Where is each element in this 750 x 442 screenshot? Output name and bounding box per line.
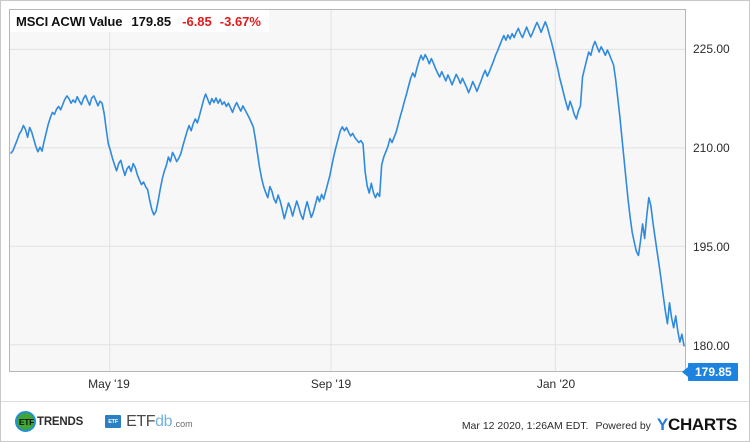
timestamp-label: Mar 12 2020, 1:26AM EDT. [461, 420, 589, 432]
chart-footer: ETF TRENDS ETF ETF db .com Mar 12 2020, … [1, 401, 749, 441]
x-axis-tick-label: Sep '19 [310, 377, 352, 391]
ycharts-y-label: Y [656, 415, 668, 434]
x-axis-tick-label: Jan '20 [536, 377, 576, 391]
powered-by-label: Powered by [595, 420, 651, 432]
chart-plot-area[interactable] [9, 9, 686, 372]
last-price-label: 179.85 [131, 13, 172, 29]
y-axis-tick-label: 210.00 [693, 140, 730, 155]
footer-branding: ETF TRENDS ETF ETF db .com [15, 411, 193, 432]
etftrends-logo[interactable]: ETF TRENDS [15, 411, 83, 432]
footer-attribution: Mar 12 2020, 1:26AM EDT. Powered by YCHA… [462, 414, 737, 434]
grid-lines [10, 10, 685, 371]
price-line-chart [10, 10, 685, 371]
etfdb-db-label: db [155, 412, 173, 430]
etfdb-square-icon: ETF [105, 415, 122, 428]
last-price-badge-label: 179.85 [695, 365, 732, 379]
price-line-path [10, 21, 685, 347]
y-axis-tick-label: 225.00 [693, 41, 730, 56]
etftrends-mark-label: ETF [18, 416, 35, 427]
etftrends-circle-icon: ETF [15, 411, 36, 432]
price-change-percent-label: -3.67% [219, 13, 261, 29]
ycharts-charts-label: CHARTS [667, 415, 737, 434]
ycharts-logo[interactable]: YCHARTS [657, 415, 737, 435]
series-name-label: MSCI ACWI Value [16, 13, 123, 29]
last-price-badge: 179.85 [682, 363, 738, 381]
y-axis-tick-label: 195.00 [693, 239, 730, 254]
etfdb-etf-label: ETF [126, 412, 156, 430]
y-axis-tick-label: 180.00 [693, 338, 730, 353]
etfdb-com-label: .com [173, 418, 193, 429]
y-axis-labels: 225.00 210.00 195.00 180.00 [693, 1, 749, 381]
x-axis-labels: May '19 Sep '19 Jan '20 [1, 377, 749, 395]
etfdb-logo[interactable]: ETF ETF db .com [105, 413, 193, 431]
etfdb-mark-label: ETF [108, 418, 118, 425]
x-axis-tick-label: May '19 [88, 377, 130, 391]
chart-title-bar: MSCI ACWI Value 179.85 -6.85 -3.67% [10, 10, 269, 32]
price-change-label: -6.85 [182, 13, 212, 29]
etftrends-word-label: TRENDS [37, 415, 84, 428]
